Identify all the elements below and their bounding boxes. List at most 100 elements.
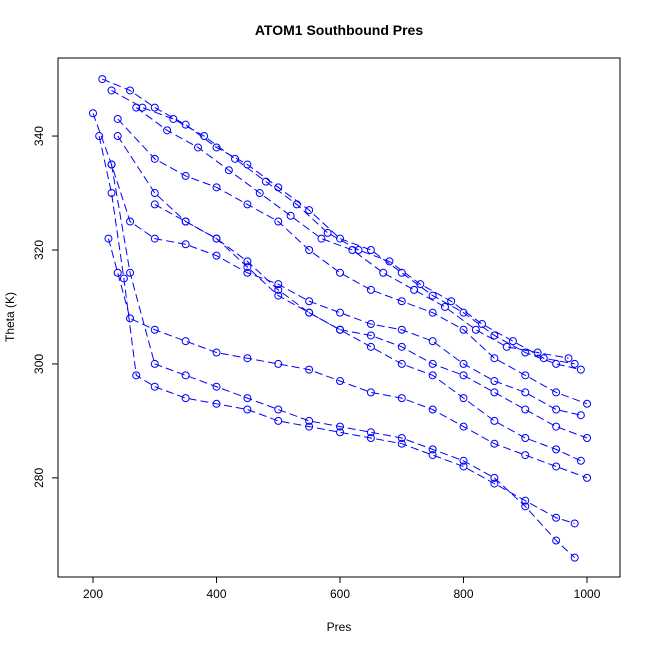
point [471,325,480,334]
point [428,445,437,454]
point [305,365,314,374]
y-tick-label: 280 [32,468,46,488]
point [150,103,159,112]
point [95,132,104,141]
point [348,245,357,254]
point [521,348,530,357]
point [336,377,345,386]
point [212,382,221,391]
point [459,325,468,334]
point [107,189,116,198]
profile-line [92,113,581,416]
point [490,439,499,448]
point [305,308,314,317]
point [305,245,314,254]
point [490,331,499,340]
point [274,359,283,368]
point [255,189,264,198]
point [552,536,561,545]
y-tick-label: 320 [32,240,46,260]
profile-line [154,203,582,462]
point [274,217,283,226]
point [336,422,345,431]
point [150,234,159,243]
point [366,342,375,351]
point [274,291,283,300]
point [317,234,326,243]
point [150,325,159,334]
point [552,445,561,454]
point [292,200,301,209]
point [113,132,122,141]
point [397,297,406,306]
point [428,359,437,368]
point [193,143,202,152]
point [181,240,190,249]
point [490,354,499,363]
point [416,280,425,289]
x-tick-label: 800 [454,587,474,601]
point [428,451,437,460]
y-axis-label: Theta (K) [3,292,17,342]
point [459,371,468,380]
point [212,399,221,408]
point [428,337,437,346]
point [366,428,375,437]
point [138,103,147,112]
point [212,348,221,357]
point [397,325,406,334]
point [336,308,345,317]
point [243,405,252,414]
point [490,416,499,425]
point [552,513,561,522]
point [89,109,98,118]
point [274,405,283,414]
point [243,268,252,277]
point [181,217,190,226]
point [126,268,135,277]
y-tick-label: 340 [32,126,46,146]
point [570,519,579,528]
point [181,394,190,403]
point [539,354,548,363]
point [181,337,190,346]
point [583,473,592,482]
point [181,171,190,180]
point [243,263,252,272]
point [552,405,561,414]
point [570,553,579,562]
point [576,365,585,374]
point [212,183,221,192]
point [305,206,314,215]
point [132,103,141,112]
point [521,371,530,380]
profile-line [111,164,576,558]
point [366,433,375,442]
point [459,456,468,465]
plot-frame [57,57,621,578]
point [583,399,592,408]
point [104,234,113,243]
point [113,114,122,123]
point [243,394,252,403]
point [490,388,499,397]
point [478,320,487,329]
x-tick-label: 1000 [574,587,601,601]
point [410,285,419,294]
point [521,502,530,511]
profile-line [111,90,575,365]
point [243,200,252,209]
point [274,285,283,294]
point [336,325,345,334]
point [366,320,375,329]
point [224,166,233,175]
point [552,388,561,397]
point [305,416,314,425]
point [552,462,561,471]
point [521,451,530,460]
point [576,411,585,420]
profile-line [117,118,588,405]
profile-line [98,135,575,524]
